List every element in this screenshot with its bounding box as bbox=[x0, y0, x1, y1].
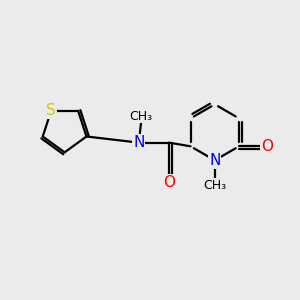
Text: N: N bbox=[209, 153, 220, 168]
Text: N: N bbox=[133, 135, 145, 150]
Text: CH₃: CH₃ bbox=[130, 110, 153, 123]
Text: S: S bbox=[46, 103, 56, 118]
Text: CH₃: CH₃ bbox=[203, 179, 226, 192]
Text: O: O bbox=[261, 139, 273, 154]
Text: O: O bbox=[163, 175, 175, 190]
